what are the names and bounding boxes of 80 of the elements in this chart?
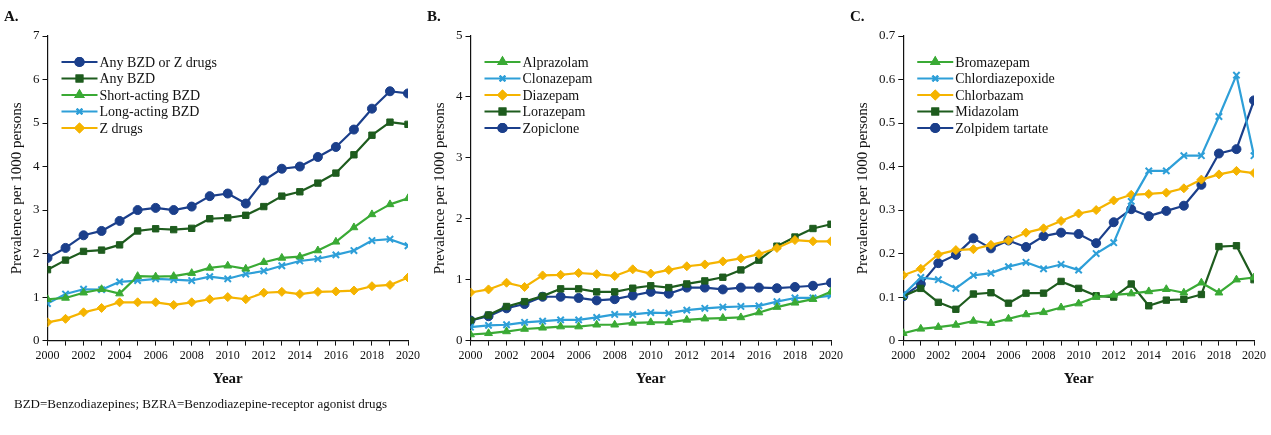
x-tick-label: 2010	[215, 347, 240, 362]
x-tick-label: 2002	[71, 347, 96, 362]
x-tick-label: 2014	[287, 347, 312, 362]
y-tick-label: 0	[456, 332, 463, 348]
x-tick-label: 2020	[396, 347, 420, 362]
x-tick-label: 2014	[1136, 347, 1161, 362]
x-tick-label: 2006	[143, 347, 168, 362]
x-tick-label: 2016	[746, 347, 771, 362]
x-tick-label: 2010	[1066, 347, 1091, 362]
x-tick-label: 2014	[710, 347, 735, 362]
legend-label: Short-acting BZD	[99, 87, 201, 103]
y-axis-title: Prevalence per 1000 persons	[853, 102, 870, 275]
y-tick-label: 0.4	[879, 157, 896, 173]
y-axis-title: Prevalence per 1000 persons	[7, 102, 24, 275]
legend-label: Any BZD	[99, 71, 156, 87]
y-tick-label: 0	[888, 332, 896, 348]
y-tick-label: 0.6	[879, 70, 896, 86]
x-tick-label: 2002	[926, 347, 951, 362]
legend-label: Zopiclone	[522, 120, 580, 136]
x-tick-label: 2018	[359, 347, 384, 362]
x-tick-label: 2008	[1031, 347, 1056, 362]
x-tick-label: 2004	[961, 347, 986, 362]
x-tick-label: 2000	[458, 347, 483, 362]
y-tick-label: 4	[456, 88, 463, 104]
x-tick-label: 2006	[996, 347, 1021, 362]
chart-title: A.	[4, 7, 19, 24]
x-tick-label: 2018	[1206, 347, 1231, 362]
legend-label: Bromazepam	[955, 54, 1030, 70]
y-tick-label: 1	[456, 271, 463, 287]
legend-label: Alprazolam	[522, 54, 589, 70]
text: BZD=Benzodiazepines; BZRA=Benzodiazepine-receptor agonist drugs	[14, 396, 389, 412]
legend-label: Lorazepam	[522, 104, 586, 120]
y-tick-label: 0.7	[879, 27, 896, 43]
y-tick-label: 0.2	[879, 244, 896, 260]
x-tick-label: 2004	[530, 347, 555, 362]
x-tick-label: 2012	[1101, 347, 1126, 362]
chart-title: C.	[850, 7, 865, 24]
x-tick-label: 2020	[819, 347, 843, 362]
y-tick-label: 5	[33, 114, 40, 130]
y-tick-label: 0.3	[879, 201, 896, 217]
x-tick-label: 2000	[35, 347, 60, 362]
x-axis-title: Year	[212, 369, 244, 386]
x-tick-label: 2006	[566, 347, 591, 362]
y-tick-label: 3	[456, 149, 463, 165]
y-tick-label: 4	[33, 157, 40, 173]
y-tick-label: 5	[456, 27, 463, 43]
y-tick-label: 0.1	[879, 288, 896, 304]
x-tick-label: 2018	[782, 347, 807, 362]
legend-label: Zolpidem tartate	[955, 120, 1049, 136]
x-tick-label: 2012	[251, 347, 276, 362]
legend-label: Clonazepam	[522, 71, 593, 87]
y-tick-label: 7	[33, 27, 40, 43]
y-tick-label: 1	[33, 288, 40, 304]
y-tick-label: 6	[33, 70, 40, 86]
y-axis-title: Prevalence per 1000 persons	[430, 102, 447, 275]
legend-label: Long-acting BZD	[99, 104, 200, 120]
y-tick-label: 2	[33, 244, 40, 260]
y-tick-label: 0	[33, 332, 40, 348]
x-tick-label: 2016	[1171, 347, 1196, 362]
x-tick-label: 2000	[891, 347, 916, 362]
x-tick-label: 2008	[179, 347, 204, 362]
x-tick-label: 2016	[323, 347, 348, 362]
y-tick-label: 2	[456, 210, 463, 226]
legend-label: Chlordiazepoxide	[955, 71, 1055, 87]
legend-label: Chlorbazam	[955, 87, 1024, 103]
y-tick-label: 3	[33, 201, 40, 217]
legend-label: Any BZD or Z drugs	[99, 54, 217, 70]
x-tick-label: 2010	[638, 347, 663, 362]
x-tick-label: 2004	[107, 347, 132, 362]
legend-label: Z drugs	[99, 120, 143, 136]
x-tick-label: 2012	[674, 347, 699, 362]
legend-label: Diazepam	[522, 87, 580, 103]
x-tick-label: 2002	[494, 347, 519, 362]
x-tick-label: 2008	[602, 347, 627, 362]
legend-label: Midazolam	[955, 104, 1020, 120]
x-axis-title: Year	[1063, 369, 1094, 386]
x-tick-label: 2020	[1242, 347, 1266, 362]
x-axis-title: Year	[635, 369, 667, 386]
y-tick-label: 0.5	[879, 114, 896, 130]
chart-title: B.	[427, 7, 441, 24]
